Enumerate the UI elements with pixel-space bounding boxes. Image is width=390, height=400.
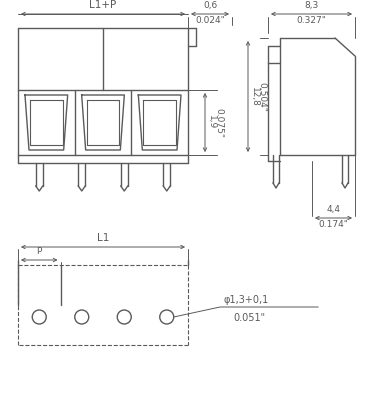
Text: 12,8: 12,8	[250, 86, 259, 106]
Text: 0.327": 0.327"	[296, 16, 326, 25]
Text: 0.174": 0.174"	[319, 220, 348, 229]
Text: 8,3: 8,3	[304, 1, 319, 10]
Text: L1: L1	[97, 233, 109, 243]
Text: 0.051": 0.051"	[233, 313, 265, 323]
Text: 0,6: 0,6	[203, 1, 217, 10]
Text: 0.024": 0.024"	[195, 16, 225, 25]
Text: L1+P: L1+P	[89, 0, 117, 10]
Text: P: P	[37, 247, 42, 256]
Text: 0.504": 0.504"	[257, 82, 266, 112]
Text: φ1,3+0,1: φ1,3+0,1	[223, 295, 268, 305]
Text: 0.075": 0.075"	[214, 108, 223, 138]
Text: 4,4: 4,4	[326, 205, 340, 214]
Text: 1,9: 1,9	[207, 115, 216, 130]
